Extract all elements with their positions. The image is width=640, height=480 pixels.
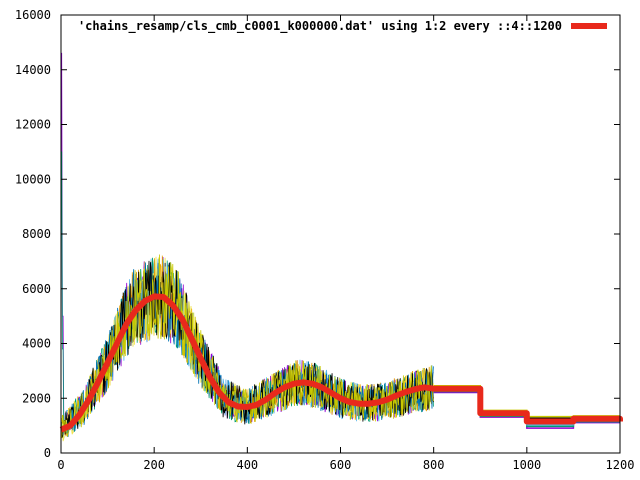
- y-tick-label: 4000: [22, 337, 51, 351]
- y-tick-label: 2000: [22, 391, 51, 405]
- x-tick-label: 600: [330, 458, 352, 472]
- y-tick-label: 0: [44, 446, 51, 460]
- x-tick-label: 1200: [606, 458, 635, 472]
- y-tick-label: 14000: [15, 63, 51, 77]
- fit-layer: [59, 293, 623, 433]
- x-tick-label: 400: [236, 458, 258, 472]
- x-tick-label: 0: [57, 458, 64, 472]
- y-tick-label: 10000: [15, 172, 51, 186]
- y-tick-label: 8000: [22, 227, 51, 241]
- legend-label: 'chains_resamp/cls_cmb_c0001_k000000.dat…: [78, 19, 562, 34]
- x-tick-label: 200: [143, 458, 165, 472]
- legend: 'chains_resamp/cls_cmb_c0001_k000000.dat…: [78, 19, 607, 34]
- fit-series-line: [59, 293, 623, 433]
- chains-layer: [60, 52, 620, 442]
- chain-series-line: [60, 254, 434, 439]
- y-tick-label: 16000: [15, 8, 51, 22]
- ticks-layer: 0 200 400 600 800 1000 12000200040006000800010…: [15, 8, 635, 472]
- x-tick-label: 1000: [512, 458, 541, 472]
- chain-series-line: [61, 52, 434, 435]
- y-tick-label: 6000: [22, 282, 51, 296]
- y-tick-label: 12000: [15, 118, 51, 132]
- x-tick-label: 800: [423, 458, 445, 472]
